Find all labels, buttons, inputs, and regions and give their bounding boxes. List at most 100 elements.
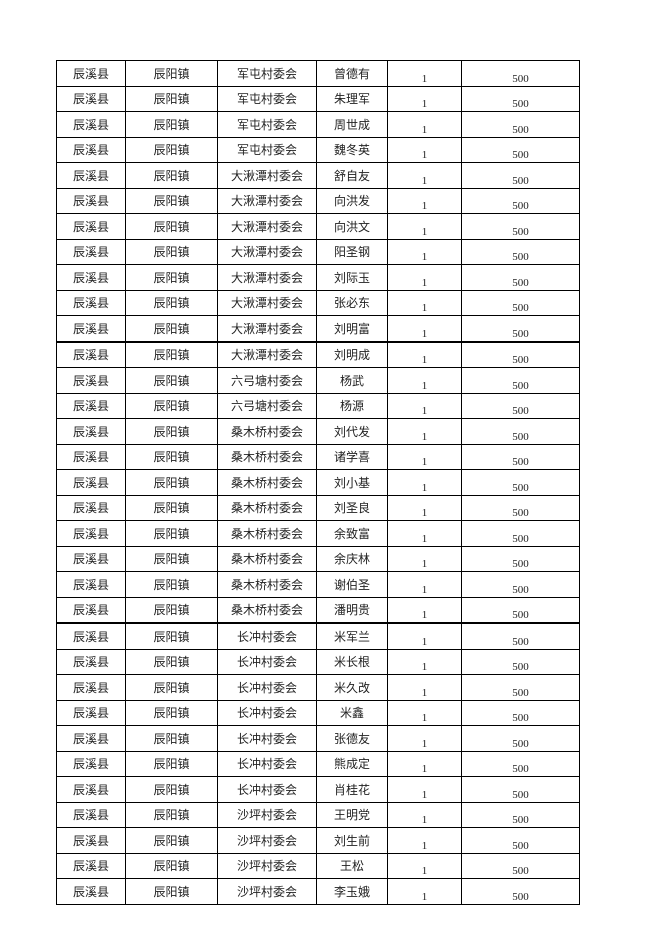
- name-cell: 王松: [316, 852, 388, 879]
- town-cell: 辰阳镇: [125, 60, 218, 87]
- table-row: 辰溪县 辰阳镇 大湫潭村委会 阳圣钢 1 500: [56, 238, 580, 265]
- village-cell: 长冲村委会: [217, 776, 317, 803]
- county-cell: 辰溪县: [56, 213, 126, 240]
- town-cell: 辰阳镇: [125, 315, 218, 343]
- table-row: 辰溪县 辰阳镇 桑木桥村委会 诸学喜 1 500: [56, 443, 580, 470]
- county-cell: 辰溪县: [56, 494, 126, 521]
- name-cell: 刘生前: [316, 827, 388, 854]
- village-cell: 沙坪村委会: [217, 801, 317, 828]
- name-cell: 张德友: [316, 725, 388, 752]
- village-cell: 大湫潭村委会: [217, 187, 317, 214]
- town-cell: 辰阳镇: [125, 801, 218, 828]
- amount-cell: 500: [461, 878, 580, 905]
- name-cell: 米长根: [316, 648, 388, 675]
- town-cell: 辰阳镇: [125, 443, 218, 470]
- amount-cell: 500: [461, 136, 580, 163]
- county-cell: 辰溪县: [56, 443, 126, 470]
- count-cell: 1: [387, 699, 462, 726]
- town-cell: 辰阳镇: [125, 827, 218, 854]
- village-cell: 桑木桥村委会: [217, 571, 317, 598]
- town-cell: 辰阳镇: [125, 187, 218, 214]
- county-cell: 辰溪县: [56, 852, 126, 879]
- name-cell: 朱理军: [316, 85, 388, 112]
- town-cell: 辰阳镇: [125, 289, 218, 316]
- village-cell: 长冲村委会: [217, 725, 317, 752]
- amount-cell: 500: [461, 699, 580, 726]
- amount-cell: 500: [461, 418, 580, 445]
- name-cell: 诸学喜: [316, 443, 388, 470]
- amount-cell: 500: [461, 622, 580, 650]
- table-row: 辰溪县 辰阳镇 沙坪村委会 刘生前 1 500: [56, 827, 580, 854]
- table-row: 辰溪县 辰阳镇 大湫潭村委会 刘明富 1 500: [56, 315, 580, 343]
- name-cell: 刘际玉: [316, 264, 388, 291]
- village-cell: 桑木桥村委会: [217, 494, 317, 521]
- count-cell: 1: [387, 443, 462, 470]
- table-row: 辰溪县 辰阳镇 长冲村委会 米鑫 1 500: [56, 699, 580, 726]
- amount-cell: 500: [461, 750, 580, 777]
- count-cell: 1: [387, 136, 462, 163]
- table-row: 辰溪县 辰阳镇 军屯村委会 曾德有 1 500: [56, 60, 580, 87]
- village-cell: 六弓塘村委会: [217, 392, 317, 419]
- village-cell: 军屯村委会: [217, 85, 317, 112]
- count-cell: 1: [387, 213, 462, 240]
- county-cell: 辰溪县: [56, 187, 126, 214]
- name-cell: 刘代发: [316, 418, 388, 445]
- name-cell: 谢伯圣: [316, 571, 388, 598]
- town-cell: 辰阳镇: [125, 111, 218, 138]
- count-cell: 1: [387, 341, 462, 368]
- village-cell: 长冲村委会: [217, 674, 317, 701]
- county-cell: 辰溪县: [56, 827, 126, 854]
- village-cell: 大湫潭村委会: [217, 341, 317, 368]
- village-cell: 长冲村委会: [217, 699, 317, 726]
- county-cell: 辰溪县: [56, 60, 126, 87]
- table-row: 辰溪县 辰阳镇 长冲村委会 熊成定 1 500: [56, 750, 580, 777]
- name-cell: 刘明成: [316, 341, 388, 368]
- county-cell: 辰溪县: [56, 545, 126, 572]
- amount-cell: 500: [461, 776, 580, 803]
- village-cell: 桑木桥村委会: [217, 545, 317, 572]
- village-cell: 大湫潭村委会: [217, 213, 317, 240]
- name-cell: 周世成: [316, 111, 388, 138]
- county-cell: 辰溪县: [56, 315, 126, 343]
- county-cell: 辰溪县: [56, 699, 126, 726]
- town-cell: 辰阳镇: [125, 725, 218, 752]
- table-row: 辰溪县 辰阳镇 长冲村委会 张德友 1 500: [56, 725, 580, 752]
- village-cell: 桑木桥村委会: [217, 520, 317, 547]
- county-cell: 辰溪县: [56, 469, 126, 496]
- town-cell: 辰阳镇: [125, 545, 218, 572]
- amount-cell: 500: [461, 596, 580, 624]
- amount-cell: 500: [461, 545, 580, 572]
- amount-cell: 500: [461, 801, 580, 828]
- town-cell: 辰阳镇: [125, 622, 218, 650]
- amount-cell: 500: [461, 852, 580, 879]
- county-cell: 辰溪县: [56, 878, 126, 905]
- county-cell: 辰溪县: [56, 725, 126, 752]
- amount-cell: 500: [461, 60, 580, 87]
- amount-cell: 500: [461, 111, 580, 138]
- table-row: 辰溪县 辰阳镇 沙坪村委会 王明党 1 500: [56, 801, 580, 828]
- table-body: 辰溪县 辰阳镇 军屯村委会 曾德有 1 500 辰溪县 辰阳镇 军屯村委会 朱理军 1 500 辰溪县辰…: [56, 60, 580, 905]
- county-cell: 辰溪县: [56, 111, 126, 138]
- amount-cell: 500: [461, 674, 580, 701]
- village-cell: 大湫潭村委会: [217, 238, 317, 265]
- village-cell: 军屯村委会: [217, 60, 317, 87]
- amount-cell: 500: [461, 238, 580, 265]
- village-cell: 大湫潭村委会: [217, 315, 317, 343]
- town-cell: 辰阳镇: [125, 878, 218, 905]
- county-cell: 辰溪县: [56, 136, 126, 163]
- count-cell: 1: [387, 367, 462, 394]
- village-cell: 桑木桥村委会: [217, 596, 317, 624]
- town-cell: 辰阳镇: [125, 162, 218, 189]
- town-cell: 辰阳镇: [125, 648, 218, 675]
- table-row: 辰溪县 辰阳镇 长冲村委会 米长根 1 500: [56, 648, 580, 675]
- town-cell: 辰阳镇: [125, 494, 218, 521]
- county-cell: 辰溪县: [56, 674, 126, 701]
- name-cell: 曾德有: [316, 60, 388, 87]
- table-row: 辰溪县 辰阳镇 长冲村委会 肖桂花 1 500: [56, 776, 580, 803]
- amount-cell: 500: [461, 443, 580, 470]
- amount-cell: 500: [461, 827, 580, 854]
- village-cell: 长冲村委会: [217, 648, 317, 675]
- table-row: 辰溪县 辰阳镇 大湫潭村委会 向洪发 1 500: [56, 187, 580, 214]
- name-cell: 向洪文: [316, 213, 388, 240]
- table-row: 辰溪县 辰阳镇 六弓塘村委会 杨武 1 500: [56, 367, 580, 394]
